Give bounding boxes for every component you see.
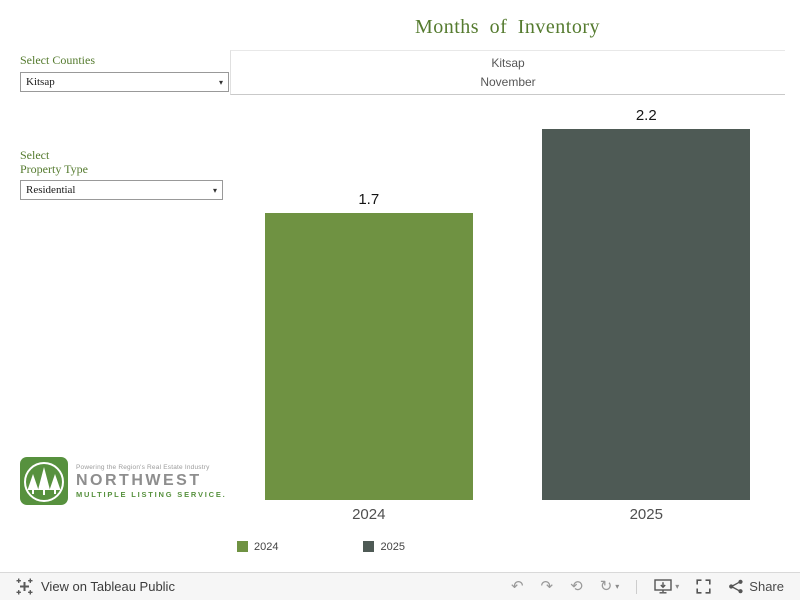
bar-group-2024: 1.7 — [230, 95, 508, 500]
download-icon — [654, 579, 672, 594]
chevron-down-icon: ▾ — [218, 77, 223, 87]
bar-value-label-2024: 1.7 — [358, 191, 380, 209]
legend-swatch-2025 — [363, 541, 375, 552]
refresh-icon: ↻ — [599, 577, 613, 595]
nwmls-logo: Powering the Region's Real Estate Indust… — [20, 457, 227, 505]
bar-2025[interactable] — [542, 128, 751, 500]
undo-icon[interactable]: ↶ — [510, 577, 524, 595]
redo-icon[interactable]: ↷ — [540, 577, 554, 595]
legend-item-2024[interactable]: 2024 — [237, 541, 278, 553]
view-on-tableau-link[interactable]: View on Tableau Public — [41, 579, 175, 594]
property-type-dropdown-value: Residential — [26, 184, 76, 196]
bar-2024[interactable] — [264, 213, 473, 500]
x-axis: 2024 2025 — [230, 500, 785, 528]
chart-subtitle-block: Kitsap November — [230, 50, 785, 95]
counties-filter-label: Select Counties — [20, 53, 95, 67]
chevron-down-icon: ▾ — [675, 582, 680, 591]
tableau-logo-icon — [16, 578, 33, 595]
x-tick-2024: 2024 — [352, 505, 386, 523]
legend-item-2025[interactable]: 2025 — [363, 541, 405, 553]
tableau-toolbar: View on Tableau Public ↶ ↷ ⟲ ↻ ▾ ▾ — [0, 572, 800, 600]
logo-tagline: Powering the Region's Real Estate Indust… — [76, 463, 210, 471]
share-button[interactable]: Share — [728, 579, 784, 594]
logo-subname: MULTIPLE LISTING SERVICE. — [76, 489, 227, 499]
chart-title: Months of Inventory — [414, 16, 601, 38]
chart-legend: 2024 2025 — [237, 541, 405, 553]
toolbar-left: View on Tableau Public — [16, 578, 175, 595]
share-icon — [729, 579, 743, 594]
property-type-filter-label: Select Property Type — [20, 148, 88, 176]
bar-value-label-2025: 2.2 — [635, 106, 657, 124]
legend-label-2025: 2025 — [380, 541, 405, 553]
legend-label-2024: 2024 — [254, 541, 279, 553]
toolbar-right: ↶ ↷ ⟲ ↻ ▾ ▾ — [510, 577, 784, 595]
chevron-down-icon: ▾ — [615, 582, 620, 591]
chevron-down-icon: ▾ — [212, 185, 217, 195]
logo-name: NORTHWEST — [76, 471, 202, 489]
refresh-button[interactable]: ↻ ▾ — [600, 579, 620, 594]
toolbar-divider — [636, 579, 638, 594]
subtitle-month: November — [480, 75, 536, 89]
bar-chart-plot: 1.7 2.2 — [230, 95, 785, 500]
nwmls-trees-icon — [20, 457, 68, 505]
counties-dropdown[interactable]: Kitsap ▾ — [20, 72, 229, 92]
bar-group-2025: 2.2 — [508, 95, 786, 500]
counties-dropdown-value: Kitsap — [26, 76, 55, 88]
revert-icon[interactable]: ⟲ — [570, 577, 583, 595]
download-button[interactable]: ▾ — [654, 579, 679, 594]
nwmls-logo-text: Powering the Region's Real Estate Indust… — [76, 464, 227, 499]
property-filter-label-line: Select — [20, 148, 50, 162]
property-type-dropdown[interactable]: Residential ▾ — [20, 180, 223, 200]
fullscreen-icon[interactable] — [696, 579, 711, 594]
subtitle-county: Kitsap — [491, 56, 525, 70]
legend-swatch-2024 — [237, 541, 248, 552]
share-label: Share — [749, 579, 784, 594]
x-tick-2025: 2025 — [629, 505, 663, 523]
property-filter-label-line: Property Type — [20, 162, 88, 176]
